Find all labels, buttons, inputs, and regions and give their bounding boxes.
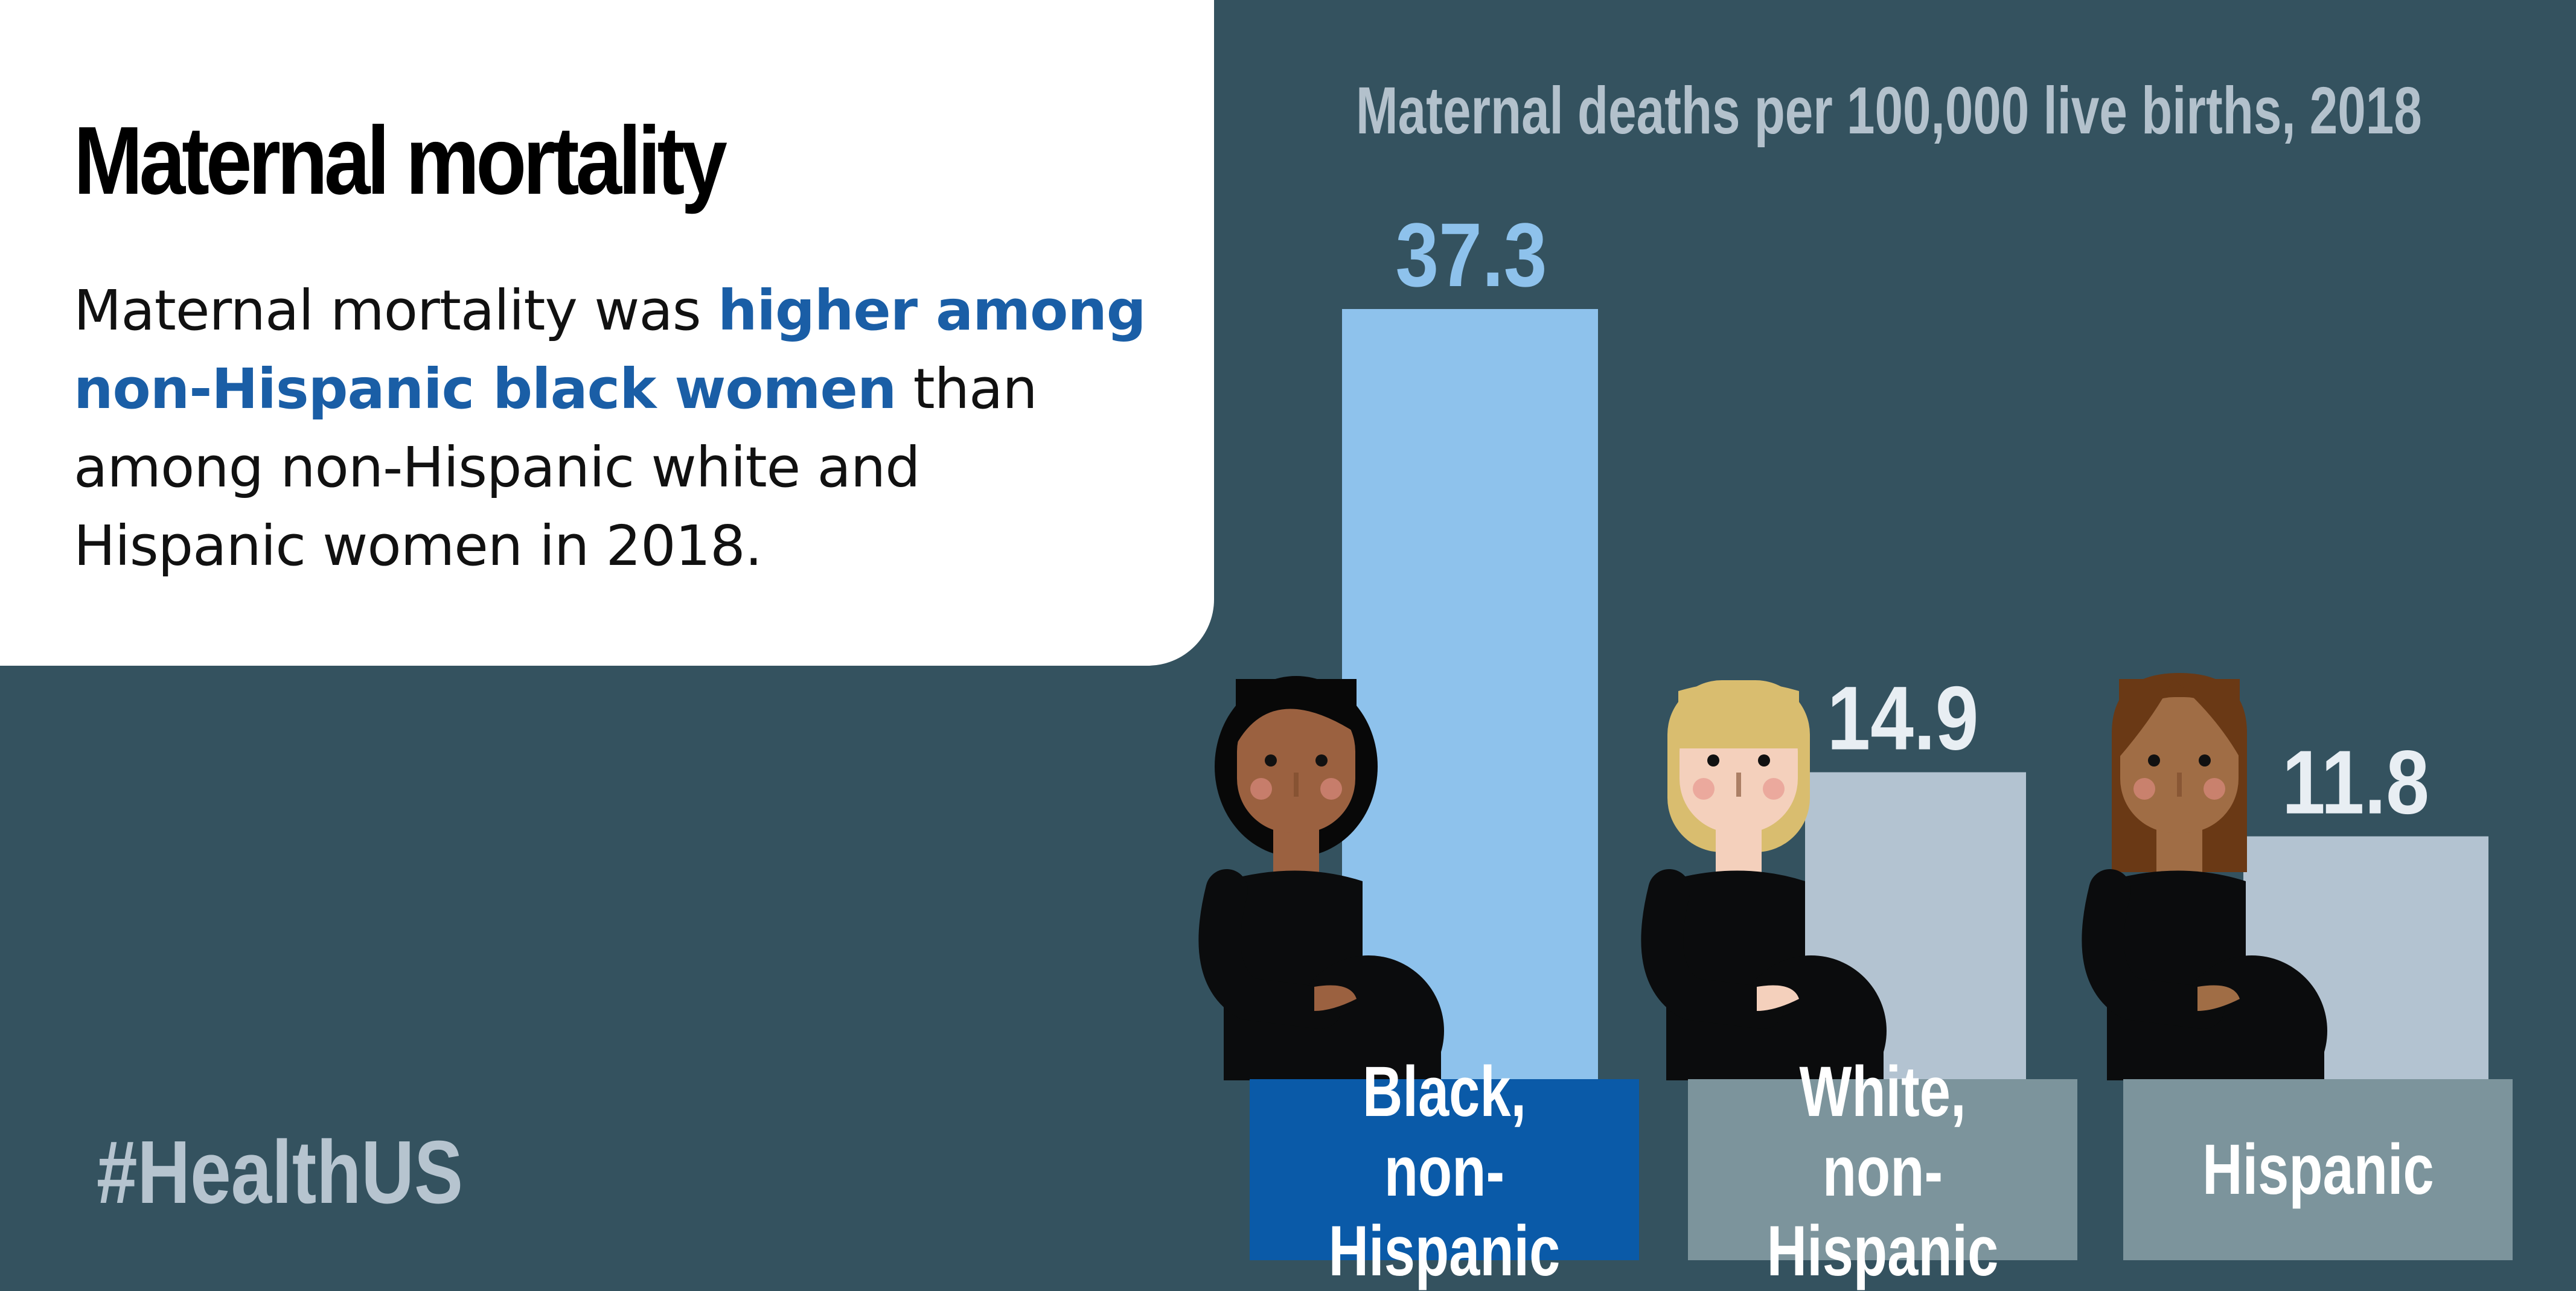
- cheek: [1320, 778, 1342, 800]
- hand: [2197, 985, 2240, 1011]
- pregnant-woman-hispanic-icon: [2082, 673, 2327, 1106]
- cheek: [2133, 778, 2155, 800]
- info-panel: [0, 0, 1214, 666]
- hair-fringe: [2119, 679, 2240, 757]
- description-part-1: Maternal mortality was: [74, 278, 718, 343]
- face: [2120, 697, 2239, 833]
- chart-title: Maternal deaths per 100,000 live births,…: [1356, 74, 2422, 148]
- pregnant-woman-black-icon: [1198, 676, 1444, 1106]
- cheek: [2204, 778, 2225, 800]
- hair-fringe: [1678, 682, 1799, 748]
- belly-base: [1733, 1026, 1884, 1080]
- description-text: Maternal mortality was higher among non-…: [74, 272, 1148, 585]
- hair-fringe: [1236, 679, 1357, 745]
- cheek: [1693, 778, 1715, 800]
- eye: [1758, 754, 1770, 767]
- eye: [1707, 754, 1719, 767]
- nose: [1294, 773, 1299, 797]
- nose: [1736, 773, 1741, 797]
- category-label-text: Hispanic: [2202, 1129, 2434, 1210]
- face: [1237, 697, 1355, 833]
- eye: [1265, 754, 1277, 767]
- arm: [1641, 869, 1784, 1029]
- category-label-text: White, non-Hispanic: [1766, 1051, 1999, 1291]
- description-part-2: than among non-Hispanic white and Hispan…: [74, 357, 1038, 578]
- value-label-2: 11.8: [2282, 732, 2429, 833]
- value-label-1: 14.9: [1827, 667, 1978, 768]
- eye: [2199, 754, 2211, 767]
- pregnant-woman-white-icon: [1641, 680, 1887, 1106]
- hashtag: #HealthUS: [97, 1123, 463, 1222]
- hand: [1314, 985, 1357, 1011]
- category-label-text: Black, non-Hispanic: [1328, 1051, 1561, 1291]
- bar-0: [1342, 309, 1598, 1080]
- category-label-black-non-hispanic: Black, non-Hispanic: [1250, 1052, 1639, 1291]
- category-label-white-non-hispanic: White, non-Hispanic: [1688, 1052, 2077, 1291]
- belly-base: [2173, 1026, 2324, 1080]
- arm: [2082, 869, 2225, 1029]
- cheek: [1763, 778, 1785, 800]
- eye: [2148, 754, 2160, 767]
- cheek: [1250, 778, 1272, 800]
- hand: [1757, 985, 1799, 1011]
- eye: [1315, 754, 1328, 767]
- belly-base: [1290, 1026, 1441, 1080]
- nose: [2177, 773, 2182, 797]
- page-title: Maternal mortality: [74, 106, 727, 214]
- value-label-0: 37.3: [1395, 204, 1547, 305]
- arm: [1198, 869, 1341, 1029]
- category-label-hispanic: Hispanic: [2123, 1079, 2513, 1260]
- description-highlight: higher among non-Hispanic black women: [74, 278, 1146, 421]
